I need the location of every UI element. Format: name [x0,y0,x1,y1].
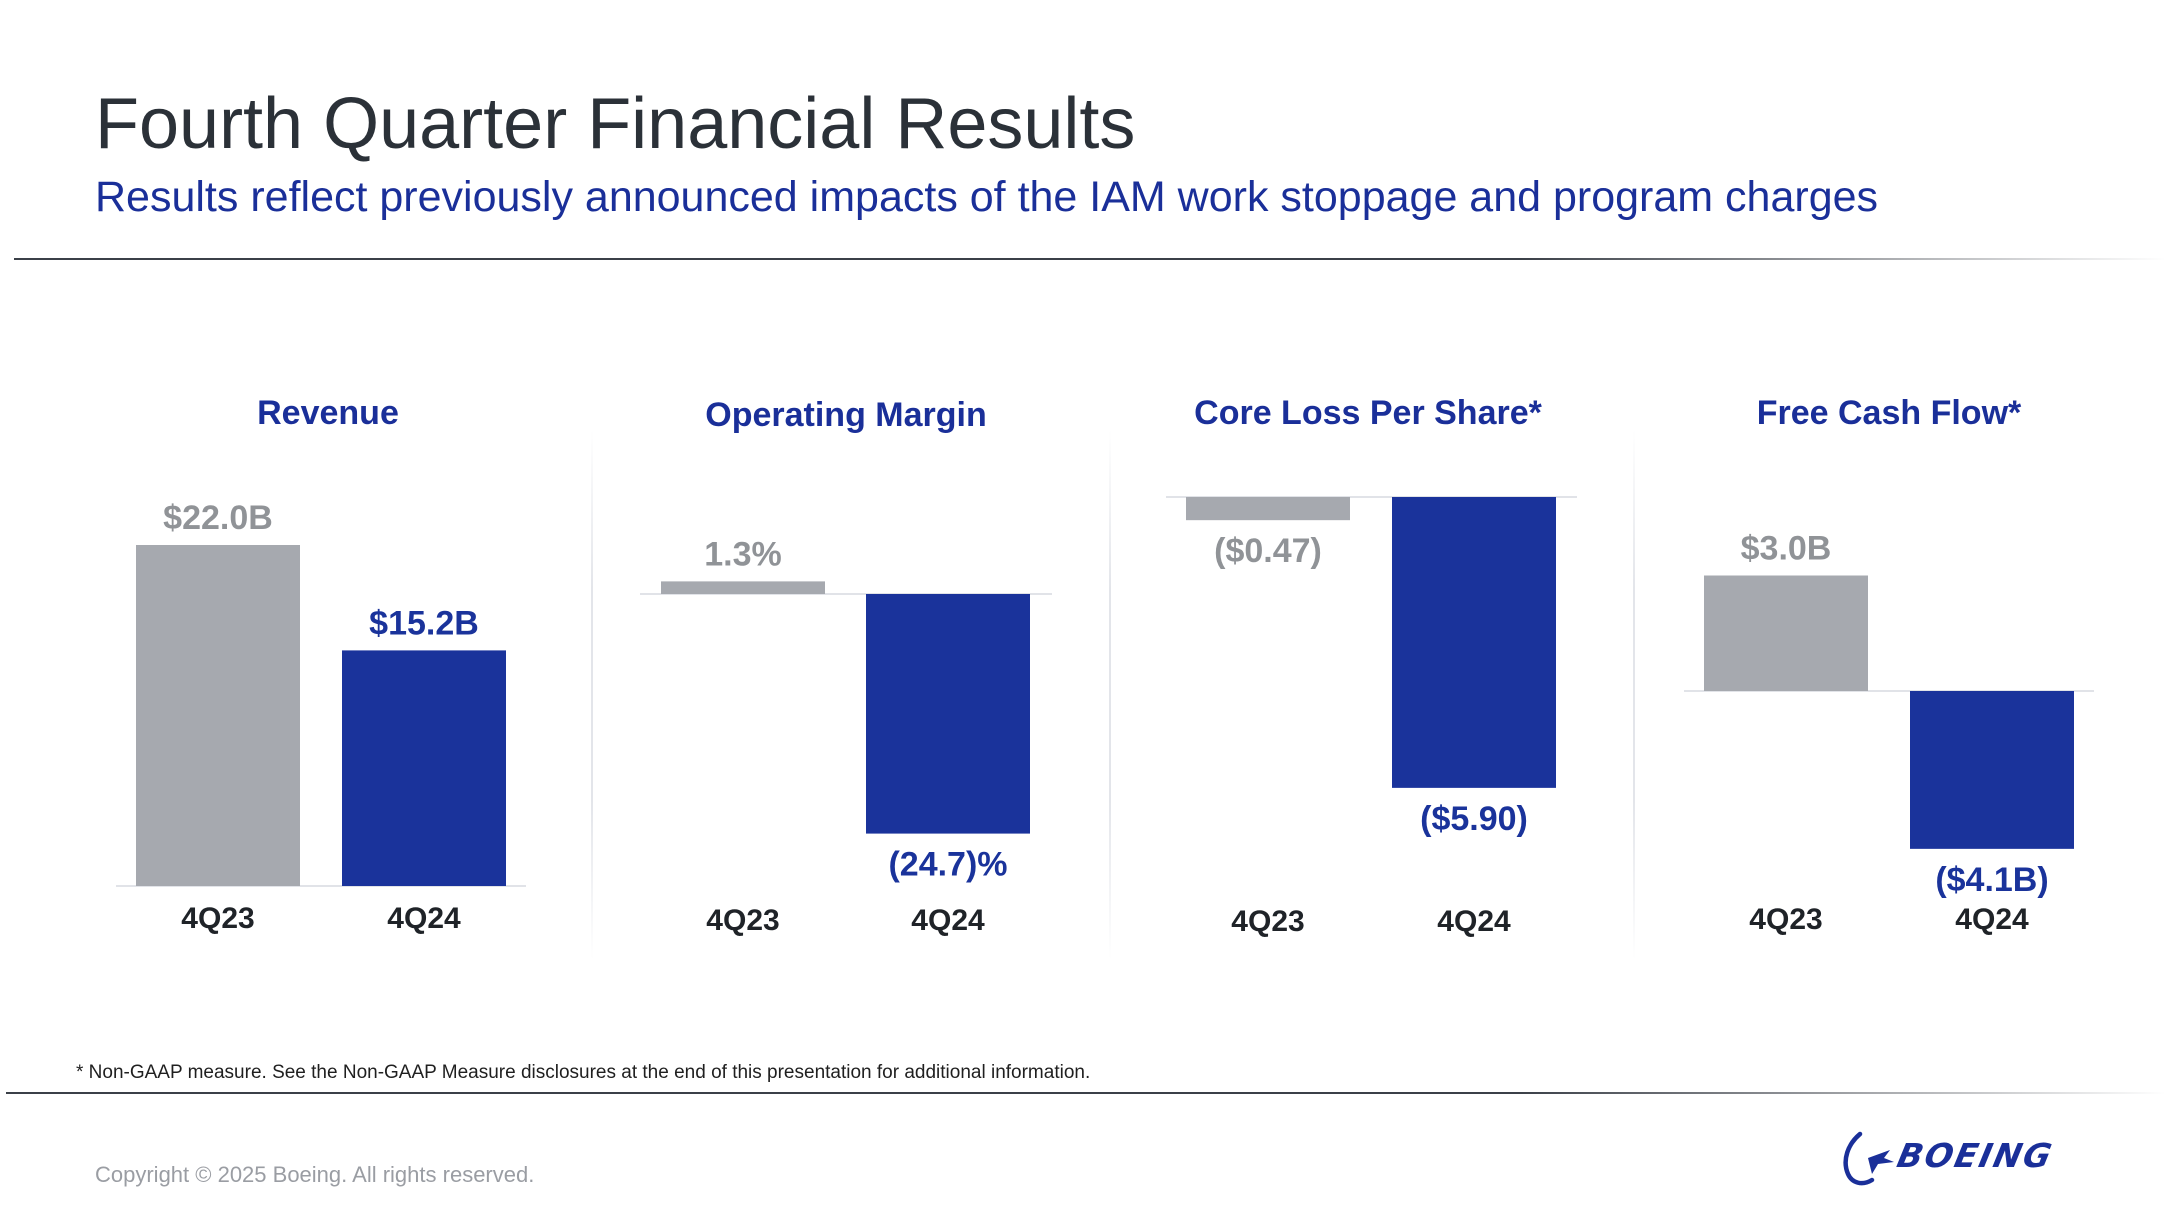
core-loss-per-share-value-label-4q24: ($5.90) [1420,800,1528,838]
boeing-logo-icon [1843,1131,1894,1186]
revenue-category-label-4q24: 4Q24 [387,902,461,935]
boeing-logo: BOEING [1838,1128,2098,1190]
core-loss-per-share-category-label-4q23: 4Q23 [1231,905,1304,938]
free-cash-flow-value-label-4q24: ($4.1B) [1935,861,2048,899]
operating-margin-chart-title: Operating Margin [705,396,986,434]
footer-divider [6,1092,2166,1094]
operating-margin-bar-4q23 [661,581,825,594]
free-cash-flow-category-label-4q23: 4Q23 [1749,903,1822,936]
header-divider [14,258,2166,260]
panel-divider [591,430,593,960]
free-cash-flow-bar-4q23 [1704,575,1868,691]
free-cash-flow-chart-title: Free Cash Flow* [1757,394,2022,432]
operating-margin-category-label-4q23: 4Q23 [706,904,779,937]
revenue-bar-4q23 [136,545,300,886]
charts-area: Revenue $22.0B 4Q23 $15.2B 4Q24 Operating Mar… [116,394,2094,938]
operating-margin-category-label-4q24: 4Q24 [911,904,985,937]
panel-divider [1109,430,1111,960]
core-loss-per-share-bar-4q24 [1392,497,1556,788]
page-subtitle: Results reflect previously announced imp… [95,173,1879,221]
revenue-bar-4q24 [342,650,506,886]
free-cash-flow-category-label-4q24: 4Q24 [1955,903,2029,936]
core-loss-per-share-bar-4q23 [1186,497,1350,521]
footnote: * Non-GAAP measure. See the Non-GAAP Mea… [76,1062,1091,1083]
panel-divider [1633,430,1635,960]
revenue-value-label-4q23: $22.0B [163,499,273,537]
operating-margin-value-label-4q24: (24.7)% [888,846,1007,884]
revenue-value-label-4q24: $15.2B [369,604,479,642]
logo-wordmark: BOEING [1893,1136,2057,1175]
core-loss-per-share-category-label-4q24: 4Q24 [1437,905,1511,938]
core-loss-per-share-value-label-4q23: ($0.47) [1214,532,1322,570]
page-title: Fourth Quarter Financial Results [95,84,1136,164]
free-cash-flow-bar-4q24 [1910,691,2074,849]
revenue-chart-title: Revenue [257,394,399,432]
operating-margin-value-label-4q23: 1.3% [704,535,782,573]
copyright-text: Copyright © 2025 Boeing. All rights rese… [95,1162,535,1187]
revenue-category-label-4q23: 4Q23 [181,902,254,935]
operating-margin-bar-4q24 [866,594,1030,834]
core-loss-per-share-chart-title: Core Loss Per Share* [1194,394,1542,432]
free-cash-flow-value-label-4q23: $3.0B [1741,530,1832,568]
